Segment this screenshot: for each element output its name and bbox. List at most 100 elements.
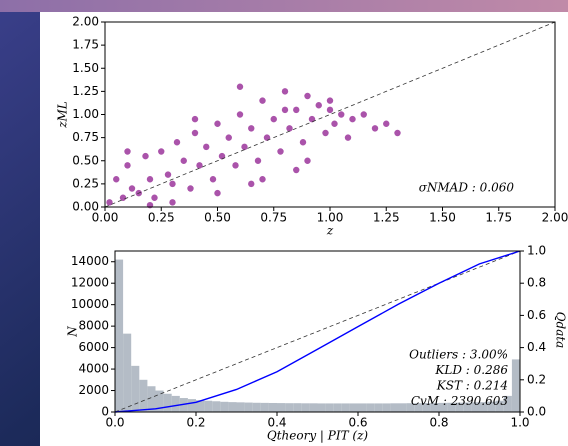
x-tick-label: 1.25 bbox=[373, 211, 400, 225]
point bbox=[293, 106, 300, 114]
point bbox=[248, 180, 255, 188]
point bbox=[128, 185, 136, 192]
bar bbox=[236, 402, 245, 412]
point bbox=[113, 176, 120, 183]
x-tick-label: 0.6 bbox=[348, 416, 367, 430]
annotation: KST : 0.214 bbox=[436, 379, 508, 393]
point bbox=[191, 115, 199, 123]
point bbox=[383, 120, 390, 127]
y-tick-label: 0.00 bbox=[72, 200, 99, 214]
bar bbox=[471, 402, 480, 412]
annotation: Outliers : 3.00% bbox=[409, 348, 508, 362]
y-tick-label: 1.75 bbox=[72, 38, 99, 52]
point bbox=[158, 148, 165, 155]
point bbox=[286, 125, 293, 132]
point bbox=[281, 106, 289, 114]
x-tick-label: 0.4 bbox=[267, 416, 286, 430]
point bbox=[304, 157, 311, 164]
point bbox=[151, 194, 158, 201]
bar bbox=[252, 402, 261, 412]
point bbox=[299, 139, 307, 146]
point bbox=[232, 162, 239, 169]
x-tick-label: 1.0 bbox=[510, 416, 529, 430]
bar bbox=[341, 403, 350, 412]
point bbox=[106, 199, 113, 206]
point bbox=[124, 148, 131, 155]
bar bbox=[333, 403, 342, 412]
point bbox=[164, 171, 172, 178]
x-tick-label: 2.00 bbox=[542, 211, 568, 225]
bar bbox=[430, 402, 439, 412]
bar bbox=[349, 403, 358, 412]
cdf-line bbox=[114, 250, 521, 413]
axes-frame bbox=[114, 250, 521, 413]
bar bbox=[503, 395, 512, 412]
y-tick-label: 10000 bbox=[71, 297, 109, 311]
y-tick-label: 6000 bbox=[78, 340, 109, 354]
point bbox=[360, 111, 367, 118]
bar bbox=[406, 403, 415, 412]
bar bbox=[131, 365, 140, 412]
y2-tick-label: 0.2 bbox=[527, 372, 546, 386]
bar bbox=[511, 359, 520, 412]
point bbox=[236, 83, 244, 90]
y2-tick-label: 0.4 bbox=[527, 340, 546, 354]
annotation: KLD : 0.286 bbox=[434, 363, 508, 377]
point bbox=[119, 194, 127, 201]
bar bbox=[260, 402, 269, 412]
point bbox=[203, 143, 210, 151]
point bbox=[218, 152, 226, 160]
point bbox=[259, 97, 266, 104]
x-tick-label: 1.00 bbox=[317, 211, 344, 225]
point bbox=[308, 115, 316, 123]
point bbox=[236, 111, 244, 118]
bar bbox=[147, 386, 156, 412]
point bbox=[169, 199, 176, 206]
point bbox=[209, 176, 217, 183]
bar bbox=[487, 401, 496, 412]
point bbox=[326, 106, 334, 114]
bar bbox=[268, 402, 277, 412]
bar bbox=[244, 402, 253, 412]
y-tick-label: 4000 bbox=[78, 362, 109, 376]
y-tick-label: 2000 bbox=[78, 383, 109, 397]
annotation: CvM : 2390.603 bbox=[411, 394, 509, 408]
point bbox=[248, 125, 255, 132]
y-tick-label: 8000 bbox=[78, 319, 109, 333]
y2-axis-label: Qdata bbox=[554, 312, 568, 349]
point bbox=[281, 88, 289, 95]
bar bbox=[187, 399, 196, 412]
bar bbox=[422, 403, 431, 412]
x-tick-label: 0.00 bbox=[92, 211, 119, 225]
bar bbox=[163, 393, 172, 412]
point bbox=[394, 129, 401, 137]
bar bbox=[179, 398, 188, 412]
y-axis-label: zML bbox=[56, 101, 70, 129]
x-tick-label: 0.50 bbox=[204, 211, 231, 225]
bar bbox=[366, 403, 375, 412]
bar bbox=[358, 403, 367, 412]
point bbox=[259, 176, 266, 183]
bar bbox=[196, 400, 205, 412]
y2-tick-label: 1.0 bbox=[527, 244, 546, 258]
point bbox=[214, 189, 221, 197]
point bbox=[304, 92, 311, 100]
annotation: σNMAD : 0.060 bbox=[419, 181, 515, 195]
bar bbox=[277, 403, 286, 412]
bar bbox=[479, 402, 488, 412]
point bbox=[277, 148, 284, 155]
y-tick-label: 0.75 bbox=[72, 130, 99, 144]
bar bbox=[439, 402, 448, 412]
bar bbox=[220, 401, 229, 412]
bar bbox=[374, 403, 383, 412]
point bbox=[315, 102, 322, 109]
bar bbox=[398, 403, 407, 412]
point bbox=[173, 139, 181, 146]
point bbox=[124, 162, 131, 169]
bar bbox=[495, 400, 504, 412]
y-tick-label: 2.00 bbox=[72, 15, 99, 29]
point bbox=[331, 120, 338, 127]
y2-tick-label: 0.0 bbox=[527, 405, 546, 419]
y-axis-label: N bbox=[66, 326, 80, 338]
